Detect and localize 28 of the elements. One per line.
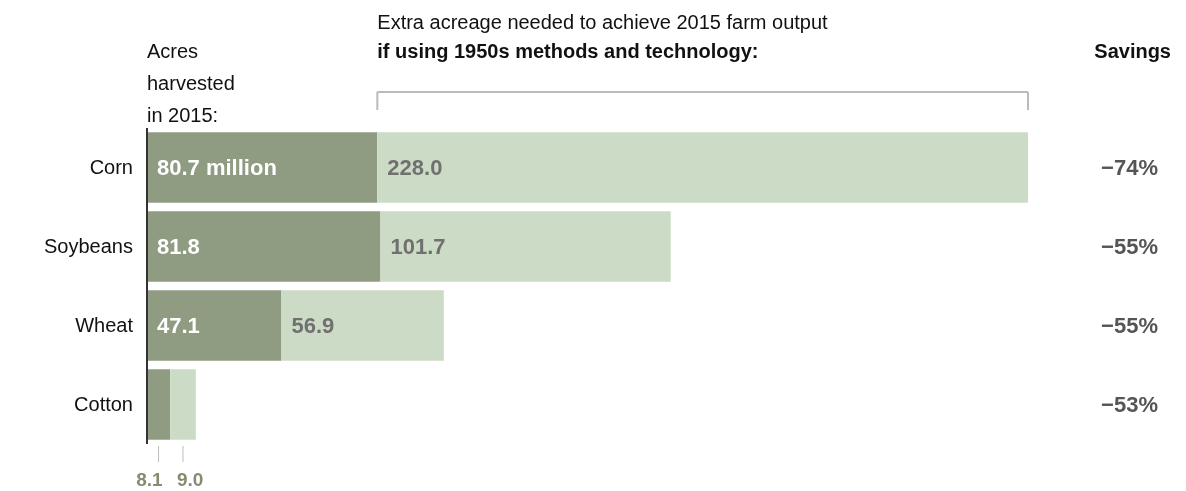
bar — [147, 290, 282, 361]
data-label: 80.7 million — [157, 154, 277, 180]
data-label: 56.9 — [291, 312, 335, 338]
y-tick-label: Soybeans — [44, 234, 133, 257]
text: −53% — [1101, 391, 1158, 417]
text: Acres harvested in 2015: — [147, 40, 235, 126]
text: −55% — [1101, 312, 1158, 338]
text: if using 1950s methods and technology: — [377, 40, 759, 62]
text: Savings — [1094, 40, 1171, 62]
bar — [281, 290, 444, 361]
bar — [377, 132, 1028, 203]
bar — [380, 211, 671, 282]
data-label: 101.7 — [390, 233, 446, 259]
y-tick-label: Cotton — [74, 392, 133, 415]
data-label: 9.0 — [176, 469, 204, 490]
text: Extra acreage needed to achieve 2015 farm output — [377, 11, 829, 33]
bar — [170, 369, 196, 440]
y-tick-label: Corn — [89, 155, 133, 178]
y-tick-label: Wheat — [75, 313, 134, 336]
bar — [147, 369, 171, 440]
data-label: 47.1 — [157, 312, 200, 338]
text: −74% — [1101, 154, 1158, 180]
bar — [147, 211, 381, 282]
data-label: 81.8 — [157, 233, 200, 259]
bar — [147, 132, 378, 203]
data-label: 228.0 — [387, 154, 443, 180]
data-label: 8.1 — [136, 469, 163, 490]
text: −55% — [1101, 233, 1158, 259]
